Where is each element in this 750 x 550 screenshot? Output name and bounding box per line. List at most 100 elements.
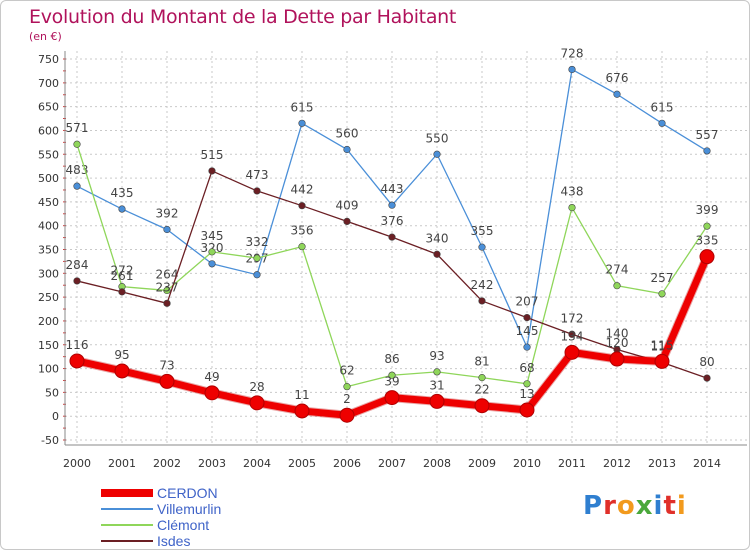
data-label: 335 <box>696 234 719 248</box>
data-point <box>73 182 81 190</box>
legend-label: Villemurlin <box>157 501 222 517</box>
y-tick-label: 500 <box>38 172 59 185</box>
data-label: 728 <box>561 46 584 60</box>
data-label: 31 <box>429 378 444 392</box>
data-label: 73 <box>159 358 174 372</box>
data-point <box>433 250 441 258</box>
x-tick-label: 2009 <box>468 457 496 470</box>
y-tick-label: 50 <box>45 386 59 399</box>
y-tick-label: 650 <box>38 101 59 114</box>
data-point <box>568 203 576 212</box>
data-point <box>609 351 625 367</box>
data-point <box>433 150 441 158</box>
data-label: 483 <box>66 163 89 177</box>
data-label: 2 <box>343 392 351 406</box>
x-tick-label: 2003 <box>198 457 226 470</box>
x-tick-label: 2005 <box>288 457 316 470</box>
data-label: 134 <box>561 329 584 343</box>
data-point <box>118 288 126 296</box>
data-point <box>298 119 306 127</box>
data-label: 356 <box>291 224 314 238</box>
data-label: 49 <box>204 370 219 384</box>
data-point <box>208 260 216 268</box>
legend-swatch <box>101 524 153 526</box>
data-label: 80 <box>699 355 714 369</box>
y-tick-label: 350 <box>38 244 59 257</box>
data-point <box>384 390 400 406</box>
y-tick-label: 150 <box>38 339 59 352</box>
data-label: 93 <box>429 349 444 363</box>
data-point <box>654 353 670 369</box>
data-label: 68 <box>519 361 534 375</box>
data-label: 237 <box>156 280 179 294</box>
data-point <box>478 374 486 382</box>
x-tick-label: 2000 <box>63 457 91 470</box>
legend-label: Isdes <box>157 533 191 549</box>
x-tick-label: 2013 <box>648 457 676 470</box>
data-label: 615 <box>651 100 674 114</box>
data-label: 409 <box>336 198 359 212</box>
data-label: 442 <box>291 183 314 197</box>
x-tick-label: 2012 <box>603 457 631 470</box>
data-label: 332 <box>246 235 269 249</box>
x-tick-label: 2004 <box>243 457 271 470</box>
data-point <box>474 398 490 414</box>
data-label: 86 <box>384 352 399 366</box>
data-point <box>613 282 621 290</box>
data-point <box>204 385 220 401</box>
data-label: 272 <box>111 264 134 278</box>
data-point <box>568 330 576 338</box>
data-point <box>658 119 666 127</box>
data-point <box>339 407 355 423</box>
data-label: 399 <box>696 203 719 217</box>
data-point <box>163 286 171 295</box>
legend-swatch <box>101 540 153 542</box>
data-point <box>253 254 261 262</box>
legend-label: CERDON <box>157 485 218 501</box>
x-tick-label: 2011 <box>558 457 586 470</box>
data-point <box>388 371 396 379</box>
data-point <box>249 395 265 411</box>
y-tick-label: -50 <box>41 434 59 447</box>
data-label: 140 <box>606 327 629 341</box>
data-label: 172 <box>561 311 584 325</box>
data-label: 435 <box>111 186 134 200</box>
data-label: 345 <box>201 229 224 243</box>
y-tick-label: 600 <box>38 124 59 137</box>
data-label: 13 <box>519 387 534 401</box>
data-label: 560 <box>336 126 359 140</box>
data-label: 207 <box>516 295 539 309</box>
y-tick-label: 450 <box>38 196 59 209</box>
data-label: 550 <box>426 131 449 145</box>
data-point <box>114 363 130 379</box>
data-label: 115 <box>651 338 674 352</box>
data-label: 274 <box>606 263 629 277</box>
data-label: 62 <box>339 364 354 378</box>
data-label: 355 <box>471 224 494 238</box>
data-point <box>69 353 85 369</box>
data-point <box>294 403 310 419</box>
legend-swatch <box>101 489 153 497</box>
data-label: 145 <box>516 324 539 338</box>
data-point <box>159 373 175 389</box>
data-label: 571 <box>66 121 89 135</box>
y-tick-label: 250 <box>38 291 59 304</box>
data-label: 284 <box>66 258 89 272</box>
data-point <box>523 380 531 388</box>
data-label: 22 <box>474 383 489 397</box>
y-tick-label: 300 <box>38 267 59 280</box>
data-point <box>208 248 216 256</box>
data-point <box>298 243 306 251</box>
y-tick-label: 750 <box>38 53 59 66</box>
data-label: 11 <box>294 388 309 402</box>
data-point <box>699 249 715 265</box>
data-point <box>703 147 711 155</box>
data-point <box>478 297 486 305</box>
data-point <box>298 202 306 210</box>
data-label: 120 <box>606 336 629 350</box>
data-point <box>163 299 171 307</box>
data-label: 443 <box>381 182 404 196</box>
x-tick-label: 2014 <box>693 457 721 470</box>
data-label: 242 <box>471 278 494 292</box>
